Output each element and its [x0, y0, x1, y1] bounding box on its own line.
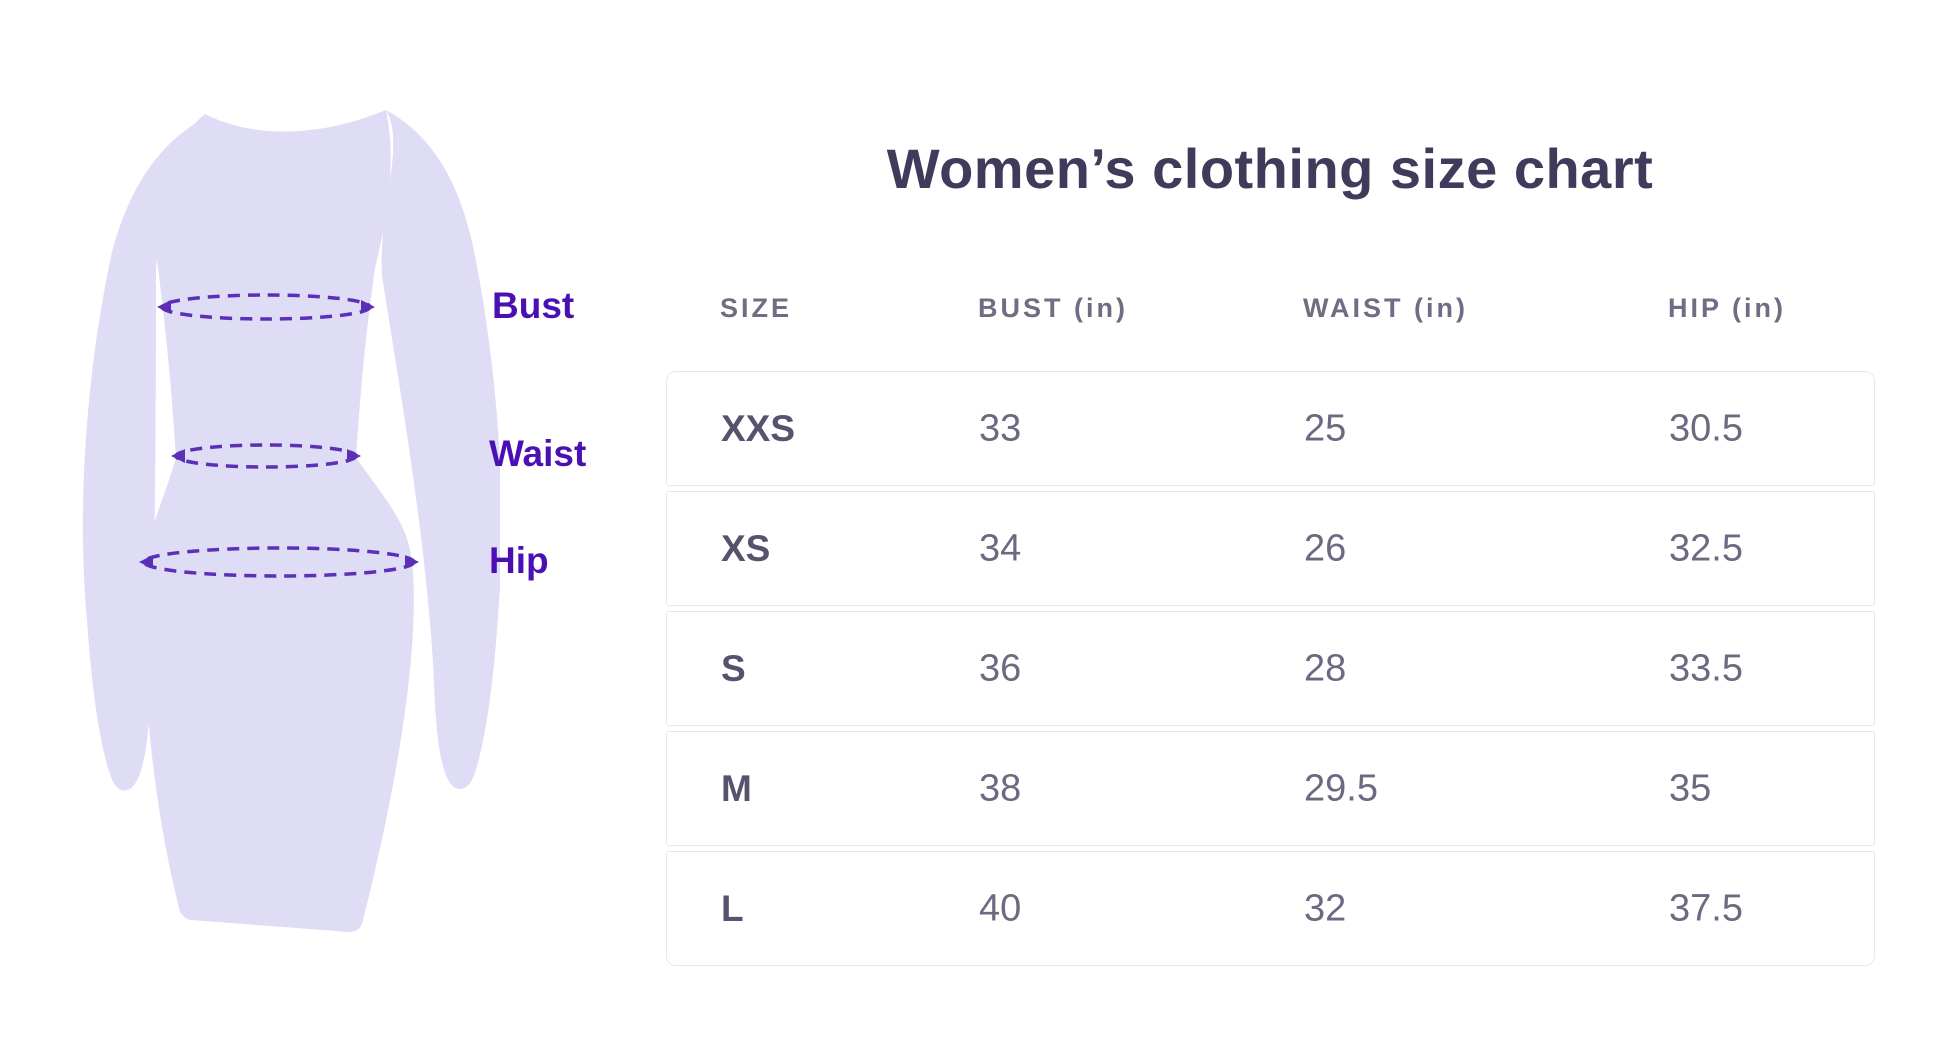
- waist-cell: 29.5: [1304, 767, 1378, 809]
- column-header-hip: HIP (in): [1668, 293, 1786, 323]
- bust-cell: 34: [979, 527, 1022, 569]
- dress-silhouette: [82, 110, 500, 932]
- hip-cell: 37.5: [1669, 887, 1743, 929]
- size-cell: XXS: [721, 407, 796, 449]
- table-row-xxs: XXS 33 25 30.5: [666, 371, 1875, 486]
- dress-left-sleeve: [82, 116, 208, 791]
- column-header-waist: WAIST (in): [1303, 293, 1468, 323]
- waist-label: Waist: [489, 433, 587, 474]
- size-cell: M: [721, 767, 752, 809]
- hip-cell: 33.5: [1669, 647, 1743, 689]
- size-table-header: SIZE BUST (in) WAIST (in) HIP (in): [666, 293, 1875, 327]
- table-row-s: S 36 28 33.5: [666, 611, 1875, 726]
- bust-cell: 38: [979, 767, 1022, 809]
- waist-cell: 32: [1304, 887, 1347, 929]
- table-row-m: M 38 29.5 35: [666, 731, 1875, 846]
- size-cell: L: [721, 887, 744, 929]
- hip-cell: 30.5: [1669, 407, 1743, 449]
- waist-cell: 28: [1304, 647, 1347, 689]
- hip-cell: 32.5: [1669, 527, 1743, 569]
- size-cell: XS: [721, 527, 771, 569]
- table-row-xs: XS 34 26 32.5: [666, 491, 1875, 606]
- dress-illustration: [82, 110, 500, 932]
- hip-label: Hip: [489, 540, 549, 581]
- size-table: XXS 33 25 30.5 XS 34 26 32.5 S 36 28 33.…: [666, 371, 1875, 966]
- measurement-arrow-tips: [139, 300, 419, 569]
- bust-cell: 36: [979, 647, 1022, 689]
- column-header-bust: BUST (in): [978, 293, 1128, 323]
- column-header-size: SIZE: [720, 293, 793, 323]
- dress-body-shape: [143, 110, 414, 932]
- bust-cell: 33: [979, 407, 1022, 449]
- table-row-l: L 40 32 37.5: [666, 851, 1875, 966]
- waist-cell: 26: [1304, 527, 1347, 569]
- dress-right-sleeve: [381, 110, 500, 789]
- hip-cell: 35: [1669, 767, 1712, 809]
- waist-cell: 25: [1304, 407, 1347, 449]
- page-title: Women’s clothing size chart: [886, 137, 1654, 200]
- size-cell: S: [721, 647, 746, 689]
- bust-label: Bust: [492, 285, 575, 326]
- bust-cell: 40: [979, 887, 1022, 929]
